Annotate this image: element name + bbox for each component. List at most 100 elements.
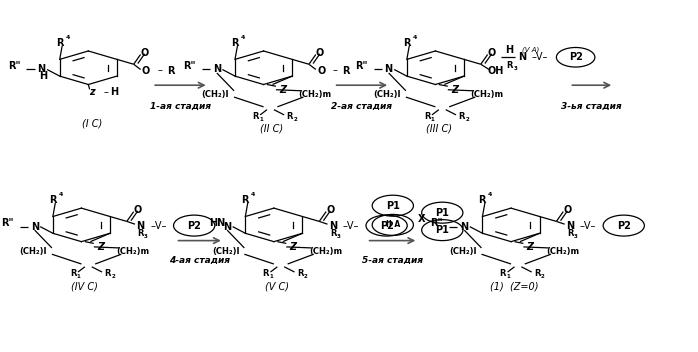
- Text: R: R: [70, 269, 77, 278]
- Text: (CH₂)l: (CH₂)l: [202, 90, 229, 99]
- Text: X: X: [418, 214, 425, 224]
- Text: Z: Z: [290, 242, 297, 252]
- Text: (V A): (V A): [521, 46, 539, 53]
- Text: N: N: [329, 221, 337, 231]
- Text: 2: 2: [541, 274, 544, 279]
- Text: (CH₂)m: (CH₂)m: [309, 247, 342, 256]
- Text: O: O: [563, 205, 572, 215]
- Text: 4: 4: [241, 35, 245, 40]
- Text: Z: Z: [527, 242, 534, 252]
- Text: 1: 1: [259, 117, 262, 122]
- Text: HN: HN: [209, 218, 225, 228]
- Text: 2: 2: [304, 274, 307, 279]
- Text: 2-ая стадия: 2-ая стадия: [332, 102, 392, 111]
- Text: R: R: [342, 65, 350, 76]
- Text: (II C): (II C): [260, 124, 283, 134]
- Text: R: R: [56, 38, 64, 48]
- Text: 2: 2: [293, 117, 297, 122]
- Text: II A: II A: [386, 220, 400, 230]
- Text: N: N: [137, 221, 144, 231]
- Text: H: H: [505, 45, 514, 55]
- Text: 4: 4: [413, 35, 417, 40]
- Text: 4: 4: [59, 192, 63, 197]
- Text: (1)  (Z=0): (1) (Z=0): [490, 281, 539, 291]
- Text: R: R: [297, 269, 303, 278]
- Text: (CH₂)l: (CH₂)l: [20, 247, 47, 256]
- Text: P1: P1: [436, 208, 450, 218]
- Text: (CH₂)l: (CH₂)l: [212, 247, 239, 256]
- Text: –V–: –V–: [343, 221, 359, 231]
- Text: 1-ая стадия: 1-ая стадия: [150, 102, 211, 111]
- Text: N: N: [38, 64, 45, 75]
- Text: O: O: [315, 48, 324, 58]
- Text: N: N: [385, 64, 393, 75]
- Text: N: N: [460, 222, 468, 232]
- Text: O: O: [134, 205, 142, 215]
- Text: O: O: [317, 65, 325, 76]
- Text: R: R: [329, 230, 336, 238]
- Text: 3: 3: [144, 234, 148, 239]
- Text: (CH₂)m: (CH₂)m: [117, 247, 149, 256]
- Text: (IV C): (IV C): [71, 281, 98, 291]
- Text: (CH₂)m: (CH₂)m: [470, 90, 503, 99]
- Text: R: R: [478, 195, 486, 206]
- Text: R: R: [231, 38, 239, 48]
- Text: (CH₂)m: (CH₂)m: [299, 90, 332, 99]
- Text: 1: 1: [431, 117, 435, 122]
- Text: P2: P2: [380, 221, 394, 231]
- Text: 2: 2: [465, 117, 469, 122]
- Text: –V–: –V–: [531, 52, 547, 62]
- Text: z: z: [89, 87, 94, 97]
- Text: (CH₂)l: (CH₂)l: [373, 90, 401, 99]
- Text: R: R: [286, 112, 293, 121]
- Text: N: N: [518, 52, 526, 62]
- Text: R: R: [242, 195, 248, 206]
- Text: P1: P1: [436, 225, 450, 235]
- Text: (I C): (I C): [82, 119, 102, 128]
- Text: O: O: [142, 65, 150, 76]
- Text: R: R: [167, 65, 174, 76]
- Text: R: R: [567, 230, 573, 238]
- Text: N: N: [213, 64, 221, 75]
- Text: R": R": [8, 61, 20, 71]
- Text: Z: Z: [451, 85, 458, 95]
- Text: N: N: [566, 221, 574, 231]
- Text: 1: 1: [77, 274, 80, 279]
- Text: R": R": [1, 218, 13, 228]
- Text: N: N: [31, 222, 39, 232]
- Text: P2: P2: [617, 221, 631, 231]
- Text: –: –: [157, 65, 162, 76]
- Text: R: R: [500, 269, 506, 278]
- Text: (CH₂)m: (CH₂)m: [546, 247, 579, 256]
- Text: 4: 4: [66, 35, 70, 40]
- Text: R: R: [403, 38, 410, 48]
- Text: –V–: –V–: [580, 221, 596, 231]
- Text: (III C): (III C): [426, 124, 452, 134]
- Text: OH: OH: [488, 65, 504, 76]
- Text: 1: 1: [269, 274, 273, 279]
- Text: 2: 2: [111, 274, 115, 279]
- Text: 3-ья стадия: 3-ья стадия: [561, 102, 622, 111]
- Text: R: R: [424, 112, 431, 121]
- Text: 4-ая стадия: 4-ая стадия: [169, 256, 230, 265]
- Text: H: H: [110, 87, 119, 97]
- Text: 4: 4: [488, 192, 493, 197]
- Text: R": R": [431, 218, 443, 228]
- Text: R: R: [138, 230, 144, 238]
- Text: –V–: –V–: [150, 221, 167, 231]
- Text: P1: P1: [386, 201, 400, 211]
- Text: R: R: [459, 112, 465, 121]
- Text: Z: Z: [279, 85, 286, 95]
- Text: O: O: [488, 48, 496, 58]
- Text: 3: 3: [513, 66, 517, 71]
- Text: 4: 4: [251, 192, 255, 197]
- Text: 1: 1: [507, 274, 510, 279]
- Text: –: –: [103, 87, 108, 97]
- Text: 5-ая стадия: 5-ая стадия: [362, 256, 423, 265]
- Text: R: R: [252, 112, 258, 121]
- Text: O: O: [140, 48, 149, 58]
- Text: R: R: [49, 195, 57, 206]
- Text: 3: 3: [336, 234, 341, 239]
- Text: N: N: [223, 222, 231, 232]
- Text: (CH₂)l: (CH₂)l: [449, 247, 477, 256]
